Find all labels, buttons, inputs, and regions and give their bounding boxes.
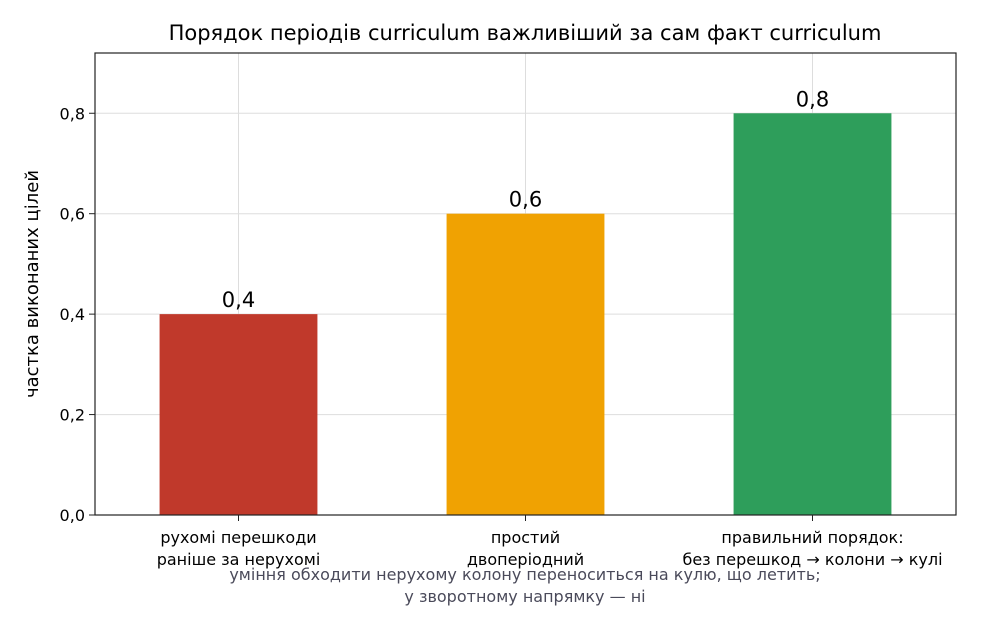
caption-line-1: уміння обходити нерухому колону переноси…: [229, 565, 821, 584]
y-tick-label: 0,4: [60, 305, 85, 324]
bar-value-label: 0,8: [796, 87, 829, 111]
y-tick-label: 0,8: [60, 104, 85, 123]
chart-caption: уміння обходити нерухому колону переноси…: [0, 564, 1007, 608]
bar-value-label: 0,6: [509, 188, 542, 212]
y-tick-label: 0,6: [60, 205, 85, 224]
chart-title: Порядок періодів curriculum важливіший з…: [169, 21, 882, 45]
x-tick-label: без перешкод → колони → кулі: [682, 550, 942, 569]
y-tick-label: 0,2: [60, 406, 85, 425]
x-tick-label: раніше за нерухомі: [157, 550, 321, 569]
y-axis: 0,0 0,2 0,4 0,6 0,8: [60, 104, 95, 525]
x-axis: рухомі перешкоди раніше за нерухомі прости…: [157, 515, 943, 569]
x-tick-label: правильний порядок:: [721, 528, 903, 547]
x-tick-label: простий: [491, 528, 560, 547]
y-axis-label: частка виконаних цілей: [22, 170, 43, 398]
y-tick-label: 0,0: [60, 506, 85, 525]
x-tick-label: двоперіодний: [467, 550, 584, 569]
bar-value-label: 0,4: [222, 288, 255, 312]
bar: [733, 113, 892, 516]
bar: [446, 213, 605, 515]
x-tick-label: рухомі перешкоди: [160, 528, 316, 547]
bars: 0,4 0,6 0,8: [159, 87, 892, 516]
bar: [159, 314, 318, 515]
caption-line-2: у зворотному напрямку — ні: [404, 587, 646, 606]
